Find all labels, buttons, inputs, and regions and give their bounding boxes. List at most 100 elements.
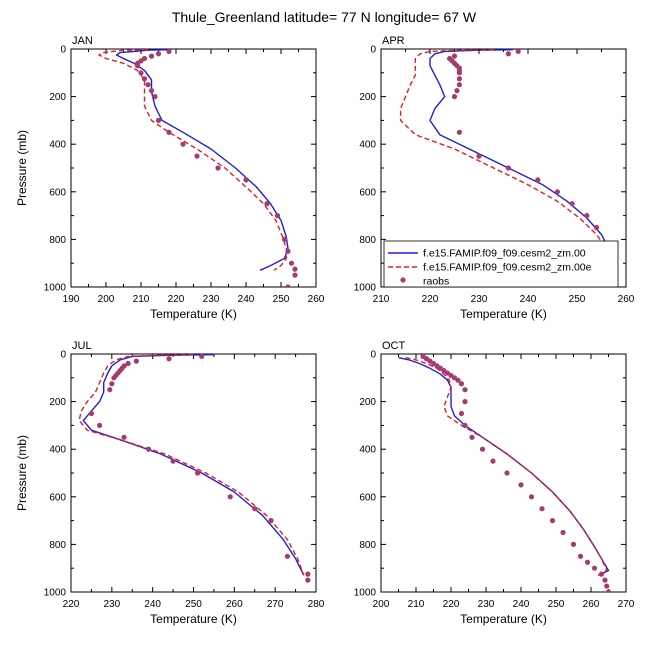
raobs-point xyxy=(602,577,608,583)
raobs-point xyxy=(462,387,468,393)
x-axis-label: Temperature (K) xyxy=(460,612,547,626)
raobs-point xyxy=(476,153,482,159)
series-line-00 xyxy=(429,49,615,259)
raobs-point xyxy=(469,434,475,440)
y-tick-label: 800 xyxy=(49,540,66,551)
raobs-point xyxy=(145,82,151,88)
raobs-point xyxy=(111,375,117,381)
raobs-point xyxy=(594,224,600,231)
raobs-point xyxy=(458,410,465,417)
y-tick-label: 800 xyxy=(49,235,66,246)
raobs-point xyxy=(505,165,511,171)
raobs-point xyxy=(285,248,291,254)
raobs-point xyxy=(170,458,176,464)
raobs-point xyxy=(152,94,158,100)
legend-label: f.e15.FAMIP.f09_f09.cesm2_zm.00 xyxy=(423,248,586,260)
raobs-point xyxy=(121,434,127,440)
y-tick-label: 200 xyxy=(49,92,66,103)
raobs-point xyxy=(504,470,510,476)
raobs-point xyxy=(455,377,461,383)
series-line-00e xyxy=(98,49,287,271)
raobs-point xyxy=(133,358,139,364)
legend-box xyxy=(383,240,619,288)
raobs-point xyxy=(570,541,577,548)
x-tick-label: 220 xyxy=(422,294,439,305)
raobs-point xyxy=(180,141,186,147)
series-line-00 xyxy=(115,49,289,271)
raobs-point xyxy=(166,356,172,362)
raobs-point xyxy=(569,201,575,207)
raobs-point xyxy=(451,94,458,100)
raobs-point xyxy=(107,387,113,393)
raobs-point xyxy=(252,506,258,512)
raobs-point xyxy=(451,53,458,59)
x-tick-label: 270 xyxy=(267,599,284,610)
y-tick-label: 200 xyxy=(359,92,376,103)
raobs-point xyxy=(456,76,462,82)
raobs-point xyxy=(490,458,496,464)
raobs-point xyxy=(515,49,521,54)
x-tick-label: 210 xyxy=(408,599,425,610)
raobs-point xyxy=(166,49,172,54)
y-tick-label: 600 xyxy=(49,492,66,503)
raobs-point xyxy=(288,260,295,266)
raobs-point xyxy=(109,381,115,387)
raobs-point xyxy=(141,76,148,82)
y-tick-label: 0 xyxy=(60,45,66,56)
plot-frame xyxy=(380,353,627,593)
raobs-point xyxy=(148,53,155,59)
x-tick-label: 250 xyxy=(548,599,565,610)
series-line-00e xyxy=(78,354,305,576)
y-tick-label: 1000 xyxy=(354,588,377,599)
x-tick-label: 220 xyxy=(443,599,460,610)
y-tick-label: 400 xyxy=(49,140,66,151)
panel-title: OCT xyxy=(382,340,406,352)
y-tick-label: 200 xyxy=(359,397,376,408)
x-tick-label: 200 xyxy=(373,599,390,610)
x-tick-label: 240 xyxy=(520,294,537,305)
x-tick-label: 270 xyxy=(618,599,635,610)
x-tick-label: 280 xyxy=(308,599,325,610)
raobs-point xyxy=(88,410,95,417)
y-tick-label: 800 xyxy=(359,540,376,551)
raobs-point xyxy=(479,446,486,452)
y-tick-label: 600 xyxy=(49,187,66,198)
plot-area xyxy=(78,354,311,583)
panel-title: APR xyxy=(382,35,405,47)
legend-swatch-raobs xyxy=(400,277,406,283)
legend: f.e15.FAMIP.f09_f09.cesm2_zm.00 f.e15.FAM… xyxy=(383,240,619,288)
y-tick-label: 400 xyxy=(359,140,376,151)
raobs-point xyxy=(549,518,556,524)
raobs-point xyxy=(462,422,468,428)
y-tick-label: 1000 xyxy=(44,588,67,599)
raobs-point xyxy=(145,446,152,452)
raobs-point xyxy=(305,577,311,583)
x-tick-label: 240 xyxy=(144,599,161,610)
raobs-point xyxy=(598,571,605,577)
x-tick-label: 200 xyxy=(98,294,115,305)
raobs-point xyxy=(605,589,612,592)
raobs-point xyxy=(227,494,233,500)
y-tick-label: 0 xyxy=(370,350,376,361)
raobs-point xyxy=(148,88,155,94)
x-tick-label: 190 xyxy=(63,294,80,305)
raobs-point xyxy=(584,559,591,565)
raobs-point xyxy=(215,165,221,171)
y-tick-label: 800 xyxy=(359,235,376,246)
x-axis-label: Temperature (K) xyxy=(150,612,237,626)
raobs-point xyxy=(281,236,288,242)
y-tick-label: 600 xyxy=(359,492,376,503)
y-tick-label: 1000 xyxy=(354,283,377,294)
raobs-point xyxy=(155,117,162,123)
raobs-point xyxy=(591,565,598,571)
raobs-point xyxy=(518,482,524,488)
panel-jul: JUL 220 230 240 250 260 270 280 0 200 400 600 800 100… xyxy=(15,340,325,626)
legend-label: f.e15.FAMIP.f09_f09.cesm2_zm.00e xyxy=(423,262,592,274)
plot-frame xyxy=(70,48,317,288)
raobs-point xyxy=(125,360,131,367)
raobs-point xyxy=(456,82,462,88)
raobs-point xyxy=(456,70,462,76)
raobs-point xyxy=(194,470,201,476)
y-axis-label: Pressure (mb) xyxy=(15,435,29,511)
raobs-point xyxy=(305,571,311,577)
